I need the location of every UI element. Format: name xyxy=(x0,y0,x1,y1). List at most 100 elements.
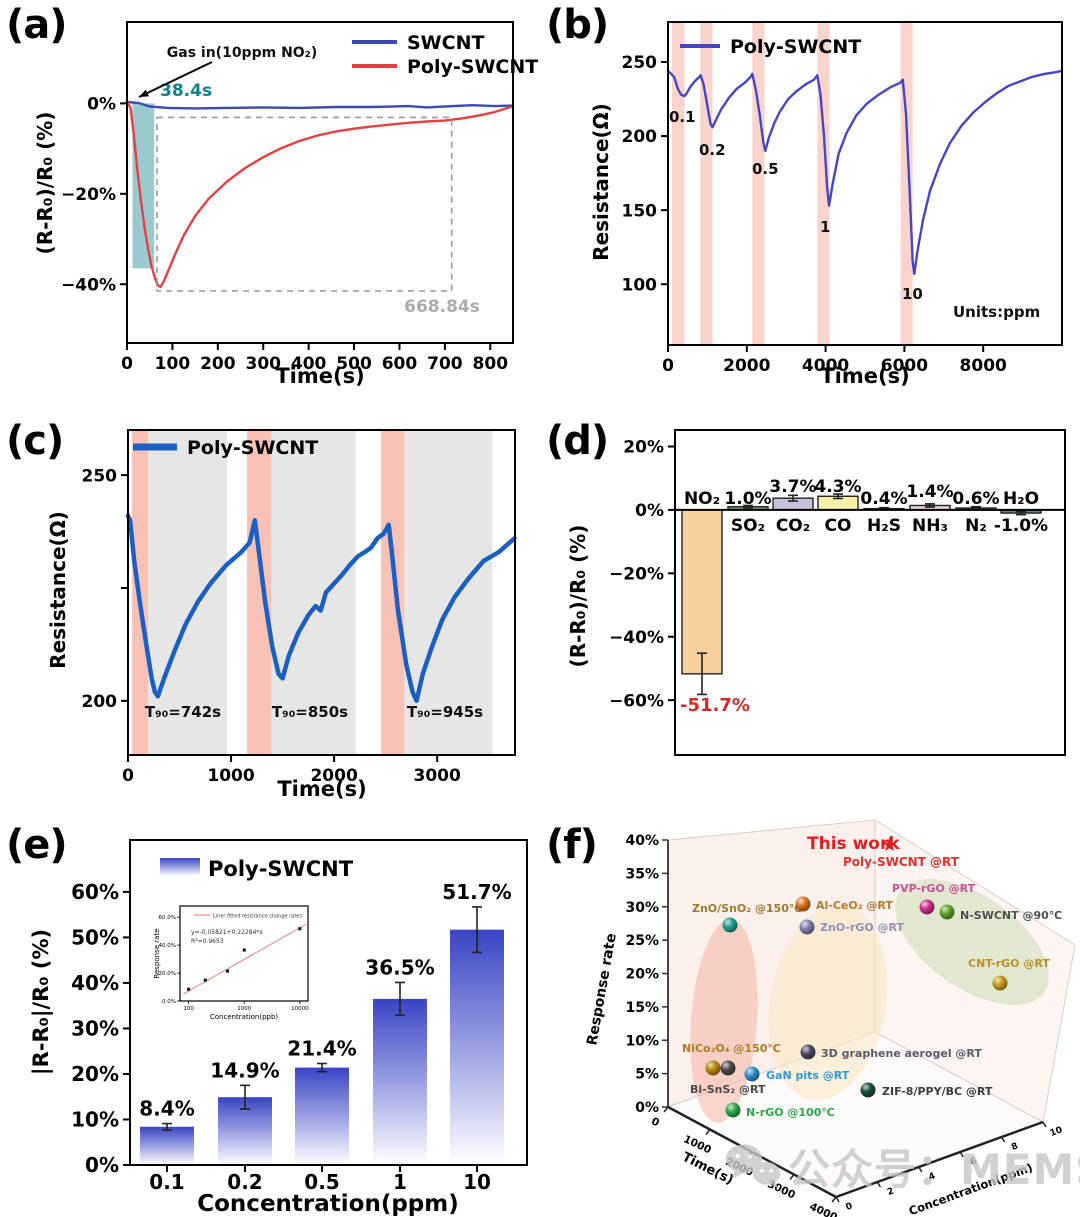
x-tick-label: 2000 xyxy=(723,356,770,376)
response-tick-label: 5% xyxy=(635,1067,659,1083)
annotation: 668.84s xyxy=(404,297,480,317)
plot-d: 20% 0% −20% −40% −60% (R-R₀)/R₀ (%) NO₂ 1.0%3.7… xyxy=(566,429,1066,756)
x-tick-label: 6000 xyxy=(881,356,928,376)
gas-top-label: 0.6% xyxy=(952,489,999,509)
time-tick-label: 0 xyxy=(649,1115,661,1129)
plot-f: 0%5%10%15%20%25%30%35%40%010002000300040… xyxy=(584,819,1076,1217)
value-label: 14.9% xyxy=(210,1058,279,1082)
annotation: 0.2 xyxy=(699,141,726,159)
point-label: 3D graphene aerogel @RT xyxy=(821,1047,982,1060)
inset-x-tick-label: 10000 xyxy=(291,1006,309,1012)
annotation: 0.5 xyxy=(752,160,779,178)
inset-y-axis-title: Response rate xyxy=(153,928,161,978)
point-label: PVP-rGO @RT xyxy=(892,882,976,895)
point-label: GaN pits @RT xyxy=(766,1069,850,1082)
this-work-star-icon: ★ xyxy=(881,834,898,856)
point-sphere xyxy=(800,1044,816,1060)
inset-y-tick-label: 40.0% xyxy=(159,943,176,949)
panel-d-chart: 20% 0% −20% −40% −60% (R-R₀)/R₀ (%) NO₂ 1.0%3.7… xyxy=(566,429,1066,756)
x-tick-label: 500 xyxy=(336,354,372,374)
x-tick-label: 10 xyxy=(463,1170,491,1194)
bar-NO₂ xyxy=(681,509,723,675)
wechat-icon xyxy=(725,1143,781,1189)
concentration-tick xyxy=(1042,1121,1047,1128)
x-tick-label: 0 xyxy=(121,354,133,374)
panel-c-chart: 0 1000 2000 3000 200 250 Time(s) Resistance(Ω) P… xyxy=(46,429,517,801)
y-tick-label: −20% xyxy=(609,564,664,584)
y-axis-title: Resistance(Ω) xyxy=(589,103,613,261)
response-tick-label: 0% xyxy=(635,1100,659,1116)
x-tick-label: 0.5 xyxy=(304,1170,339,1194)
x-tick-label: 300 xyxy=(245,354,281,374)
gas-in-band xyxy=(247,430,272,755)
inset-x-tick-label: 100 xyxy=(183,1006,194,1012)
panel-e: (e) 8.4% 14.9% 21.4% 36.5% 51.7% 0% 10% 20% 30% 4… xyxy=(0,820,540,1217)
response-tick-label: 15% xyxy=(625,1000,659,1016)
point-sphere xyxy=(725,1102,741,1118)
x-tick-label: 8000 xyxy=(960,356,1007,376)
panel-e-label: (e) xyxy=(6,822,68,868)
value-label: 51.7% xyxy=(442,880,511,904)
response-tick-label: 25% xyxy=(625,933,659,949)
gas-bottom-label: SO₂ xyxy=(731,516,765,536)
time-tick xyxy=(789,1174,795,1180)
annotation: 38.4s xyxy=(160,81,212,101)
point-sphere xyxy=(705,1060,721,1076)
point-label: Bi-SnS₂ @RT xyxy=(690,1083,766,1096)
point-label: CNT-rGO @RT xyxy=(968,957,1050,970)
point-sphere xyxy=(744,1066,760,1082)
y-axis-title: (R-R₀)/R₀ (%) xyxy=(33,112,57,255)
x-tick-label: 400 xyxy=(291,354,327,374)
wechat-bubbles xyxy=(725,1143,781,1189)
gas-bottom-label: NH₃ xyxy=(912,516,948,536)
annotation: T₉₀=945s xyxy=(407,703,483,721)
panel-d: (d) 20% 0% −20% −40% −60% (R-R₀)/R₀ (%) NO₂ 1.0… xyxy=(540,400,1080,820)
inset-point xyxy=(203,978,207,982)
panel-a-chart: 0 100 200 300 400 500 600 700 800 0% −20% −40% Time(… xyxy=(33,21,538,388)
gas-in-band xyxy=(752,22,765,345)
y-tick-label: 40% xyxy=(71,971,119,995)
annotation: T₉₀=742s xyxy=(145,703,221,721)
plot-c: 0 1000 2000 3000 200 250 Time(s) Resistance(Ω) P… xyxy=(46,429,517,801)
panel-d-label: (d) xyxy=(546,418,609,464)
gas-top-label: NO₂ xyxy=(684,489,720,509)
point-sphere xyxy=(919,899,935,915)
inset-point xyxy=(225,969,230,973)
this-work-label: Poly-SWCNT @RT xyxy=(843,855,960,869)
concentration-tick xyxy=(918,1166,923,1173)
gas-in-band xyxy=(700,22,713,345)
y-tick-label: 20% xyxy=(71,1062,119,1086)
plot-frame xyxy=(667,21,1063,346)
x-tick-label: 700 xyxy=(427,354,463,374)
fit-equation: y=-0.05821+0.22284*x xyxy=(191,929,263,936)
plot-frame xyxy=(127,429,516,756)
legend-label: Poly-SWCNT xyxy=(208,857,354,881)
annotation: Gas in(10ppm NO₂) xyxy=(167,45,317,61)
y-axis-title: Resistance(Ω) xyxy=(46,511,70,669)
panel-c: (c) 0 1000 2000 3000 200 250 Time(s) Resistance… xyxy=(0,400,540,820)
legend-label: Poly-SWCNT xyxy=(730,36,861,58)
x-tick-label: 2000 xyxy=(310,766,357,786)
annotation-arrow xyxy=(138,61,213,98)
concentration-tick xyxy=(959,1151,964,1158)
concentration-tick-label: 4 xyxy=(927,1171,936,1183)
panel-b: (b) 0 2000 4000 6000 8000 100 150 200 250 Time(s)… xyxy=(540,0,1080,400)
y-axis-title: (R-R₀)/R₀ (%) xyxy=(566,525,590,668)
legend-label: Poly-SWCNT xyxy=(187,437,318,459)
plot-frame xyxy=(129,839,528,1166)
highlight-value-label: -51.7% xyxy=(680,695,750,716)
y-tick-label: 0% xyxy=(85,1153,119,1177)
point-sphere xyxy=(799,919,815,935)
x-tick-label: 0 xyxy=(662,356,674,376)
point-label: ZnO/SnO₂ @150℃ xyxy=(692,902,802,915)
point-sphere xyxy=(860,1082,876,1098)
gas-top-label: 0.4% xyxy=(860,489,907,509)
watermark-text: 公众号：MEMS xyxy=(788,1145,1080,1194)
y-tick-label: 200 xyxy=(82,692,118,712)
bar-0.5 xyxy=(295,1067,349,1165)
annotation: 10 xyxy=(902,285,923,303)
x-tick-label: 3000 xyxy=(414,766,461,786)
point-label: N-SWCNT @90℃ xyxy=(960,909,1062,922)
time-tick-label: 4000 xyxy=(807,1201,839,1217)
